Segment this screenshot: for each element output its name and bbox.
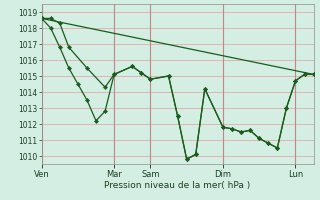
X-axis label: Pression niveau de la mer( hPa ): Pression niveau de la mer( hPa )	[104, 181, 251, 190]
